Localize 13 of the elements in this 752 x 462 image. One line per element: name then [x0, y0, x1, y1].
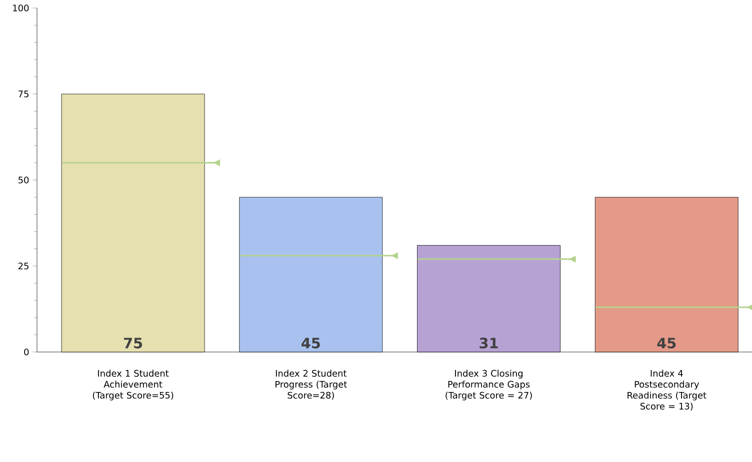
- data-label: 45: [657, 338, 676, 348]
- y-tick-label: 25: [18, 262, 28, 270]
- x-tick-label: Index 3 Closing Performance Gaps (Target Score = 27): [446, 370, 532, 400]
- x-tick-label: Index 4 Postsecondary Readiness (Target Score = 13): [628, 370, 706, 411]
- x-tick-label: Index 2 Student Progress (Target Score=28): [276, 370, 347, 400]
- data-label: 75: [124, 338, 142, 348]
- data-label: 31: [480, 338, 498, 348]
- y-tick-label: 100: [13, 4, 29, 12]
- y-tick-label: 50: [18, 176, 29, 184]
- data-label: 45: [302, 338, 320, 348]
- y-tick-label: 75: [18, 90, 28, 98]
- y-tick-label: 0: [24, 348, 29, 356]
- x-tick-label: Index 1 Student Achievement (Target Score=55): [92, 370, 174, 400]
